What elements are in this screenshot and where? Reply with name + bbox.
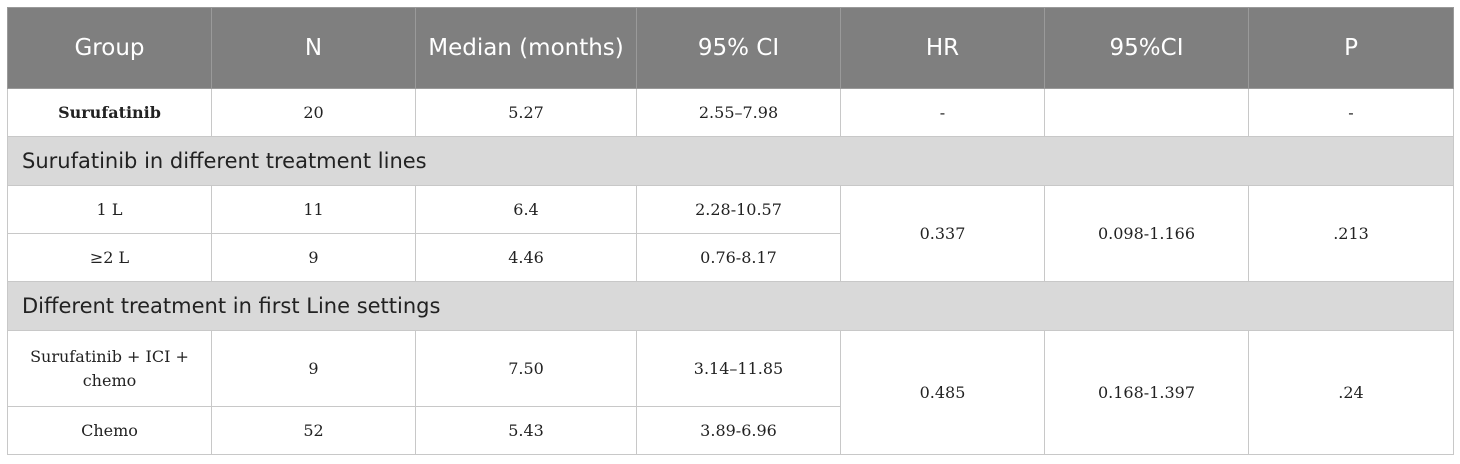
cell-n: 11 [211,185,416,234]
cell-median: 5.43 [415,406,637,455]
header-p: P [1248,7,1454,89]
cell-hr: 0.485 [840,330,1045,455]
cell-hr-ci [1044,88,1249,137]
cell-hr: - [840,88,1045,137]
table-row: ≥2 L 9 4.46 0.76-8.17 [7,233,1454,282]
cell-group: ≥2 L [7,233,212,282]
cell-group: Surufatinib + ICI + chemo [7,330,212,407]
header-hr-ci: 95%CI [1044,7,1249,89]
section-title: Surufatinib in different treatment lines [7,136,1454,186]
section-title: Different treatment in first Line settin… [7,281,1454,331]
header-n: N [211,7,416,89]
header-ci: 95% CI [636,7,841,89]
section-header-row: Surufatinib in different treatment lines [7,136,1454,186]
cell-n: 9 [211,233,416,282]
cell-p: .213 [1248,185,1454,282]
header-row: Group N Median (months) 95% CI HR 95%CI … [7,7,1454,89]
cell-hr: 0.337 [840,185,1045,282]
cell-group: Chemo [7,406,212,455]
cell-group: 1 L [7,185,212,234]
cell-p: - [1248,88,1454,137]
cell-p: .24 [1248,330,1454,455]
cell-median: 5.27 [415,88,637,137]
header-group: Group [7,7,212,89]
cell-ci: 2.55–7.98 [636,88,841,137]
cell-hr-ci: 0.098-1.166 [1044,185,1249,282]
cell-n: 9 [211,330,416,407]
table-row: Chemo 52 5.43 3.89-6.96 [7,406,1454,455]
cell-group: Surufatinib [7,88,212,137]
cell-ci: 2.28-10.57 [636,185,841,234]
cell-median: 4.46 [415,233,637,282]
cell-ci: 3.89-6.96 [636,406,841,455]
table-row: Surufatinib 20 5.27 2.55–7.98 - - [7,88,1454,137]
cell-ci: 3.14–11.85 [636,330,841,407]
cell-n: 20 [211,88,416,137]
table-row: 1 L 11 6.4 2.28-10.57 0.337 0.098-1.166 … [7,185,1454,282]
cell-ci: 0.76-8.17 [636,233,841,282]
cell-median: 6.4 [415,185,637,234]
results-table-container: Group N Median (months) 95% CI HR 95%CI … [7,7,1454,455]
cell-n: 52 [211,406,416,455]
cell-hr-ci: 0.168-1.397 [1044,330,1249,455]
table-row: Surufatinib + ICI + chemo 9 7.50 3.14–11… [7,330,1454,455]
header-hr: HR [840,7,1045,89]
results-table: Group N Median (months) 95% CI HR 95%CI … [7,7,1454,455]
cell-median: 7.50 [415,330,637,407]
header-median: Median (months) [415,7,637,89]
section-header-row: Different treatment in first Line settin… [7,281,1454,331]
